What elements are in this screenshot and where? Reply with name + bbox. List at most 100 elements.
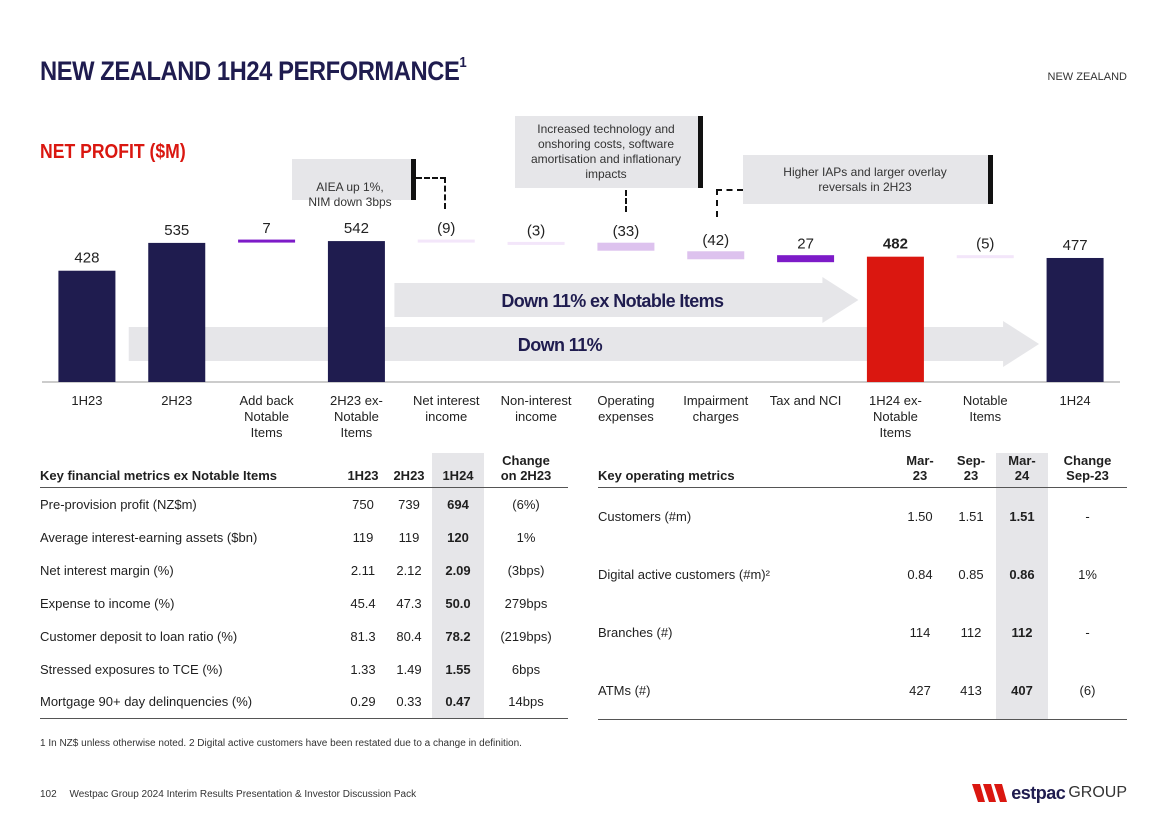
waterfall-bar [238, 239, 296, 243]
table-row: Digital active customers (#m)² 0.84 0.85 0.… [598, 545, 1127, 604]
tick-label: 2H23 [161, 393, 192, 408]
westpac-w-icon [972, 784, 1008, 802]
cell-value: 45.4 [350, 595, 376, 611]
cell-value: 1.51 [958, 509, 984, 525]
cell-value: 0.33 [396, 694, 422, 710]
column-header: Mar- 24 [996, 453, 1048, 488]
cell-value: 427 [909, 682, 931, 698]
data-label: 535 [164, 222, 189, 239]
data-label: 542 [344, 220, 369, 237]
data-label: 482 [883, 236, 908, 253]
cell-value: 1.33 [350, 661, 376, 677]
data-label: 477 [1063, 237, 1088, 254]
row-label: Expense to income (%) [40, 595, 175, 611]
cell-value: 739 [398, 496, 420, 512]
waterfall-bar [507, 241, 565, 245]
table-title: Key operating metrics [598, 468, 735, 483]
cell-value: 0.85 [958, 567, 984, 582]
cell-value: - [1085, 625, 1090, 640]
callout-iap: Higher IAPs and larger overlay reversals… [743, 155, 993, 204]
cell-value: 2.09 [432, 553, 484, 587]
waterfall-bar [597, 242, 655, 251]
cell-value: 2.11 [350, 562, 376, 578]
key-operating-metrics-table: Key operating metrics Mar- 23 Sep- 23 Mar- … [598, 453, 1127, 720]
logo-group-text: GROUP [1068, 784, 1127, 801]
table-row: ATMs (#) 427 413 407 (6) [598, 661, 1127, 720]
waterfall-bar [58, 270, 116, 382]
row-label: Mortgage 90+ day delinquencies (%) [40, 694, 253, 710]
logo-brand-text: estpac [1011, 782, 1066, 803]
cell-value: 78.2 [432, 619, 484, 653]
cell-value: 750 [352, 496, 374, 512]
footer-text: Westpac Group 2024 Interim Results Prese… [69, 789, 417, 800]
tick-label: Notable Items [963, 393, 1008, 424]
cell-value: 47.3 [396, 595, 422, 611]
row-label: Branches (#) [598, 625, 673, 640]
tick-label: 2H23 ex-Notable Items [330, 393, 383, 440]
row-label: Digital active customers (#m)² [598, 567, 770, 582]
data-label: (33) [613, 223, 640, 240]
footnote: 1 In NZ$ unless otherwise noted. 2 Digit… [40, 738, 522, 749]
chart-title: NET PROFIT ($M) [40, 141, 186, 163]
table-row: Stressed exposures to TCE (%) 1.33 1.49 1.5… [40, 652, 568, 686]
page-number: 102 [40, 789, 57, 800]
cell-value: (219bps) [500, 628, 552, 644]
column-header: 1H24 [432, 453, 484, 488]
chart-arrow-label-2: Down 11% [518, 335, 603, 355]
row-label: Average interest-earning assets ($bn) [40, 529, 258, 545]
column-header: Mar- 23 [906, 453, 934, 483]
column-header: 2H23 [393, 468, 425, 483]
cell-value: 114 [909, 625, 931, 640]
tick-label: Add back Notable Items [239, 393, 294, 440]
waterfall-bar [866, 256, 924, 382]
region-label: NEW ZEALAND [1047, 71, 1127, 83]
data-label: (5) [976, 236, 994, 253]
data-label: 7 [262, 220, 270, 237]
tick-label: 1H23 [71, 393, 102, 408]
cell-value: 120 [432, 520, 484, 554]
cell-value: 279bps [504, 595, 548, 611]
key-financial-metrics-table: Key financial metrics ex Notable Items 1H… [40, 453, 568, 719]
tick-label: Non-interest income [501, 393, 572, 424]
data-label: (3) [527, 222, 545, 239]
table-row: Net interest margin (%) 2.11 2.12 2.09 (3bps… [40, 553, 568, 587]
cell-value: 0.29 [350, 694, 376, 710]
cell-value: 119 [352, 529, 374, 545]
row-label: ATMs (#) [598, 682, 651, 698]
page-title: NEW ZEALAND 1H24 PERFORMANCE1 [40, 54, 467, 86]
cell-value: 112 [996, 603, 1048, 662]
cell-value: 413 [960, 682, 982, 698]
callout-aiea: AIEA up 1%, NIM down 3bps [292, 159, 416, 209]
column-header: 1H23 [347, 468, 379, 483]
cell-value: 50.0 [432, 586, 484, 620]
cell-value: 0.86 [996, 545, 1048, 604]
net-profit-waterfall-chart: Down 11% ex Notable Items Down 11% 428 1H23… [42, 220, 1120, 440]
cell-value: - [1085, 509, 1090, 525]
data-label: 27 [797, 236, 814, 253]
table-row: Pre-provision profit (NZ$m) 750 739 694 (6%) [40, 487, 568, 521]
cell-value: 81.3 [350, 628, 376, 644]
footer: 102 Westpac Group 2024 Interim Results P… [40, 789, 426, 800]
waterfall-bar [1046, 257, 1104, 382]
table-row: Customers (#m) 1.50 1.51 1.51 - [598, 487, 1127, 546]
column-header: Sep- 23 [956, 453, 986, 483]
row-label: Stressed exposures to TCE (%) [40, 661, 223, 677]
tick-label: 1H24 [1060, 393, 1091, 408]
cell-value: 0.47 [432, 685, 484, 719]
cell-value: (6) [1079, 682, 1096, 698]
cell-value: (6%) [512, 496, 540, 512]
cell-value: 1.51 [996, 487, 1048, 546]
data-label: (9) [437, 220, 455, 237]
cell-value: 119 [398, 529, 420, 545]
tick-label: Operating expenses [597, 393, 654, 424]
row-label: Customers (#m) [598, 509, 692, 525]
callout-costs: Increased technology and onshoring costs… [515, 116, 703, 188]
waterfall-bar [956, 255, 1014, 259]
table-row: Branches (#) 114 112 112 - [598, 603, 1127, 662]
chart-arrow-1 [394, 277, 859, 323]
cell-value: 6bps [511, 661, 541, 677]
table-row: Expense to income (%) 45.4 47.3 50.0 279bps [40, 586, 568, 620]
cell-value: 1.55 [432, 652, 484, 686]
tick-label: 1H24 ex-Notable Items [869, 393, 922, 440]
waterfall-bar [687, 251, 745, 260]
